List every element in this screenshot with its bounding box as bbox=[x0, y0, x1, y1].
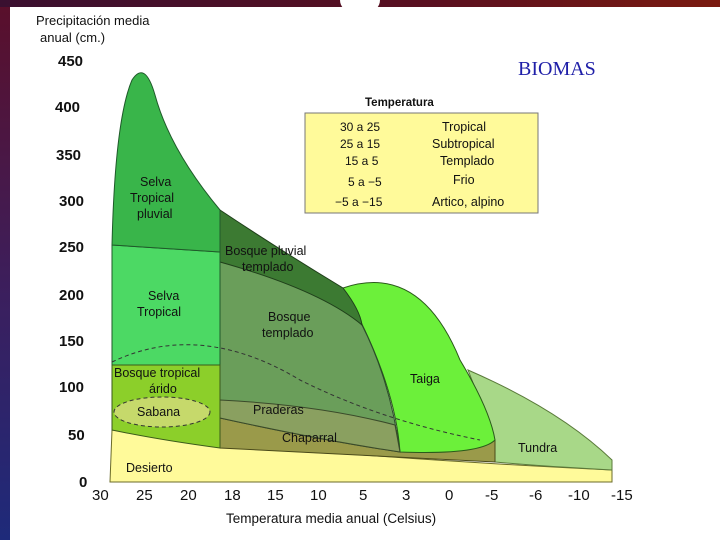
y-tick-label: 100 bbox=[59, 379, 84, 396]
label-bosque-pluvial-templado: templado bbox=[242, 260, 293, 274]
label-selva-tropical-pluvial: Tropical bbox=[130, 191, 174, 205]
label-selva-tropical: Selva bbox=[148, 289, 179, 303]
x-tick-label: 3 bbox=[402, 487, 410, 504]
y-tick-label: 350 bbox=[56, 147, 81, 164]
label-desierto: Desierto bbox=[126, 461, 173, 475]
y-tick-label: 150 bbox=[59, 333, 84, 350]
label-bosque-tropical-arido: árido bbox=[149, 382, 177, 396]
x-tick-label: -10 bbox=[568, 487, 590, 504]
x-axis-ticks: 30 25 20 18 15 10 5 3 0 -5 -6 -10 -15 bbox=[92, 487, 633, 504]
legend-zone: Artico, alpino bbox=[432, 195, 504, 209]
slide-frame-left bbox=[0, 0, 10, 540]
region-sabana bbox=[113, 396, 211, 428]
x-tick-label: 18 bbox=[224, 487, 241, 504]
legend-zone: Frio bbox=[453, 173, 475, 187]
y-axis-title-line2: anual (cm.) bbox=[40, 30, 106, 45]
label-tundra: Tundra bbox=[518, 441, 557, 455]
x-tick-label: 5 bbox=[359, 487, 367, 504]
label-chaparral: Chaparral bbox=[282, 431, 337, 445]
legend-range: 25 a 15 bbox=[340, 137, 380, 151]
legend-range: 30 a 25 bbox=[340, 120, 380, 134]
x-tick-label: -15 bbox=[611, 487, 633, 504]
x-tick-label: 15 bbox=[267, 487, 284, 504]
x-tick-label: 20 bbox=[180, 487, 197, 504]
region-selva-tropical-pluvial bbox=[111, 72, 221, 253]
label-sabana: Sabana bbox=[137, 405, 180, 419]
legend-zone: Tropical bbox=[442, 120, 486, 134]
region-bosque-pluvial-templado bbox=[219, 209, 363, 327]
label-bosque-templado: Bosque bbox=[268, 310, 310, 324]
legend-heading: Temperatura bbox=[365, 97, 434, 109]
dashed-transition-line bbox=[111, 344, 481, 441]
x-axis-title: Temperatura media anual (Celsius) bbox=[226, 511, 437, 526]
slide-frame-notch bbox=[340, 0, 380, 12]
y-tick-label: 300 bbox=[59, 193, 84, 210]
label-bosque-pluvial-templado: Bosque pluvial bbox=[225, 244, 306, 258]
y-axis-ticks: 450 400 350 300 250 200 150 100 50 0 bbox=[55, 53, 87, 491]
y-axis-title: Precipitación media anual (cm.) bbox=[36, 12, 149, 46]
y-axis-title-line1: Precipitación media bbox=[36, 13, 150, 28]
x-tick-label: 0 bbox=[445, 487, 453, 504]
x-tick-label: -5 bbox=[485, 487, 498, 504]
y-tick-label: 0 bbox=[79, 474, 87, 491]
legend-range: 5 a −5 bbox=[348, 175, 382, 189]
legend-range: −5 a −15 bbox=[335, 195, 383, 209]
x-tick-label: 10 bbox=[310, 487, 327, 504]
legend-zone: Subtropical bbox=[432, 137, 495, 151]
label-bosque-tropical-arido: Bosque tropical bbox=[114, 366, 200, 380]
y-tick-label: 450 bbox=[58, 53, 83, 70]
y-tick-label: 200 bbox=[59, 287, 84, 304]
region-praderas bbox=[219, 399, 401, 453]
temperature-legend-box bbox=[304, 112, 539, 214]
diagram-title: BIOMAS bbox=[518, 58, 596, 80]
y-tick-label: 400 bbox=[55, 99, 80, 116]
label-praderas: Praderas bbox=[253, 403, 304, 417]
label-bosque-templado: templado bbox=[262, 326, 313, 340]
label-selva-tropical-pluvial: Selva bbox=[140, 175, 171, 189]
legend-range: 15 a 5 bbox=[345, 154, 379, 168]
region-taiga bbox=[342, 282, 496, 453]
x-tick-label: 30 bbox=[92, 487, 109, 504]
x-tick-label: 25 bbox=[136, 487, 153, 504]
label-selva-tropical-pluvial: pluvial bbox=[137, 207, 172, 221]
label-selva-tropical: Tropical bbox=[137, 305, 181, 319]
y-tick-label: 250 bbox=[59, 239, 84, 256]
label-taiga: Taiga bbox=[410, 372, 440, 386]
x-tick-label: -6 bbox=[529, 487, 542, 504]
legend-zone: Templado bbox=[440, 154, 494, 168]
y-tick-label: 50 bbox=[68, 427, 85, 444]
